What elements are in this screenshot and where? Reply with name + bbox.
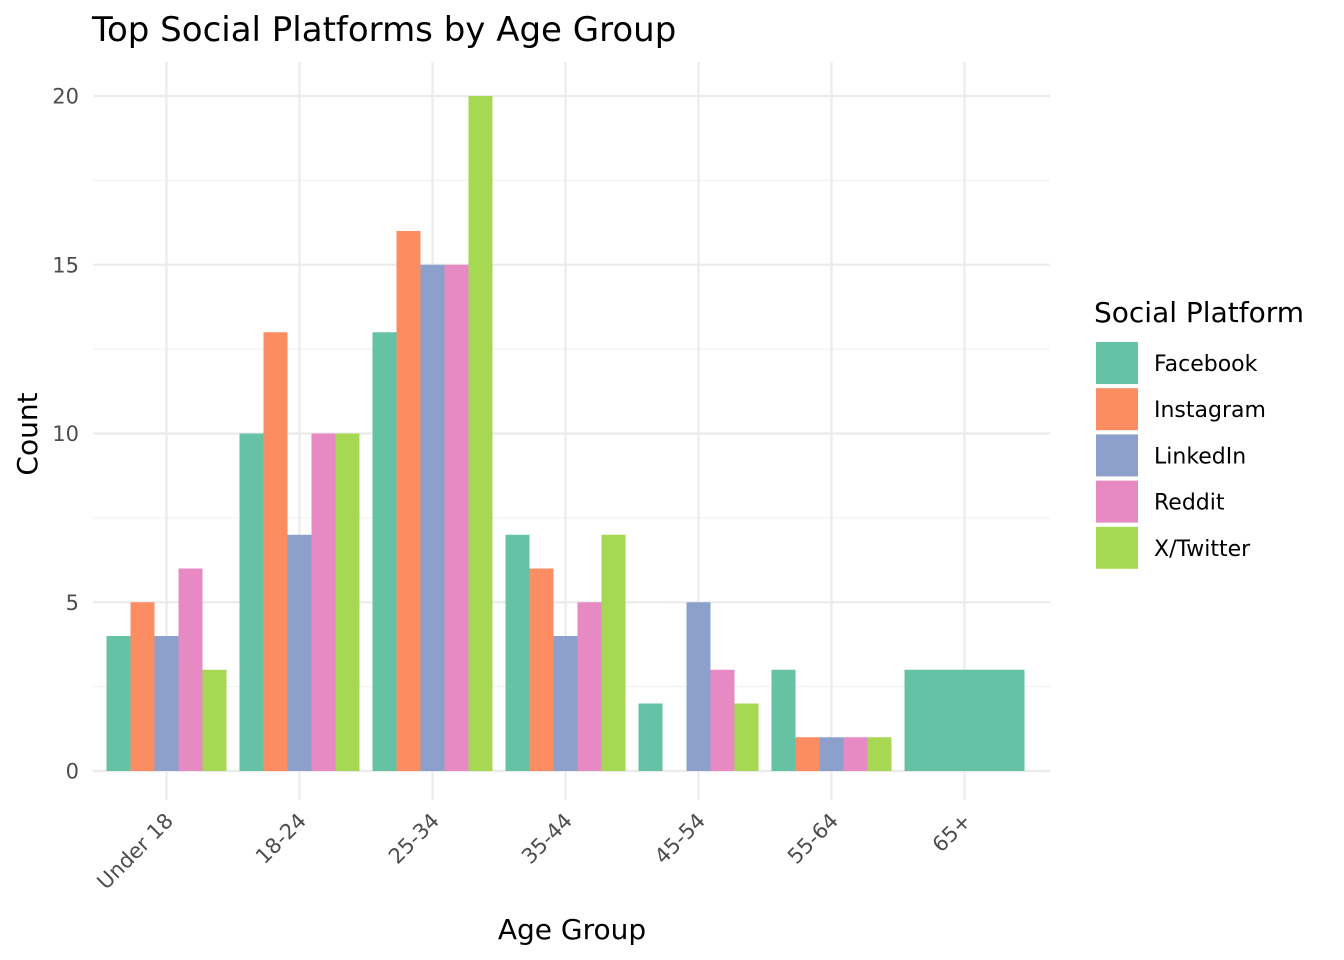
bar bbox=[904, 669, 1025, 771]
legend-key bbox=[1096, 388, 1138, 431]
legend-label: Facebook bbox=[1154, 352, 1258, 377]
bar bbox=[577, 602, 602, 771]
legend-label: X/Twitter bbox=[1154, 537, 1251, 562]
legend-title: Social Platform bbox=[1094, 296, 1304, 329]
legend-label: Instagram bbox=[1154, 398, 1266, 423]
bar bbox=[372, 332, 397, 771]
legend-key bbox=[1096, 342, 1138, 384]
x-axis-ticks: Under 18 18-24 25-34 35-44 45-54 55-64 65+ bbox=[92, 809, 976, 895]
bar bbox=[420, 264, 445, 771]
y-axis-title: Count bbox=[11, 392, 44, 475]
y-tick-label: 20 bbox=[52, 85, 79, 109]
x-tick-label: 18-24 bbox=[251, 809, 311, 869]
bar bbox=[202, 669, 227, 771]
y-tick-label: 0 bbox=[66, 760, 79, 784]
bar bbox=[106, 636, 131, 771]
legend: Social Platform Facebook Instagram LinkedI… bbox=[1094, 296, 1304, 569]
bar bbox=[311, 433, 336, 771]
y-tick-label: 15 bbox=[52, 253, 79, 277]
bar bbox=[444, 264, 469, 771]
x-tick-label: 45-54 bbox=[650, 809, 710, 869]
bar bbox=[686, 602, 711, 771]
bar bbox=[601, 534, 626, 771]
bar bbox=[335, 433, 360, 771]
bar bbox=[154, 636, 179, 771]
bar bbox=[396, 231, 421, 771]
bar bbox=[771, 669, 796, 771]
chart-title: Top Social Platforms by Age Group bbox=[91, 10, 676, 50]
bar bbox=[178, 568, 203, 771]
legend-key bbox=[1096, 480, 1138, 523]
x-axis-title: Age Group bbox=[498, 913, 646, 946]
bar bbox=[263, 332, 288, 771]
bar bbox=[734, 703, 759, 771]
bar bbox=[239, 433, 264, 771]
bar bbox=[529, 568, 554, 771]
bar bbox=[867, 737, 892, 771]
bar bbox=[505, 534, 530, 771]
bar bbox=[710, 669, 735, 771]
bar bbox=[795, 737, 820, 771]
bar bbox=[819, 737, 844, 771]
x-tick-label: 65+ bbox=[928, 809, 976, 857]
bar bbox=[553, 636, 578, 771]
legend-key bbox=[1096, 526, 1138, 569]
x-tick-label: 35-44 bbox=[517, 809, 577, 869]
x-tick-label: 25-34 bbox=[384, 809, 444, 869]
bars bbox=[106, 96, 1025, 771]
y-tick-label: 10 bbox=[52, 422, 79, 446]
bar bbox=[130, 602, 155, 771]
y-tick-label: 5 bbox=[66, 591, 79, 615]
bar bbox=[843, 737, 868, 771]
bar bbox=[638, 703, 663, 771]
y-axis-ticks: 0 5 10 15 20 bbox=[52, 85, 79, 784]
x-tick-label: Under 18 bbox=[92, 809, 178, 895]
bar bbox=[468, 96, 493, 771]
bar bbox=[287, 534, 312, 771]
legend-label: LinkedIn bbox=[1154, 444, 1246, 469]
legend-key bbox=[1096, 434, 1138, 477]
x-tick-label: 55-64 bbox=[783, 809, 843, 869]
legend-label: Reddit bbox=[1154, 491, 1225, 516]
